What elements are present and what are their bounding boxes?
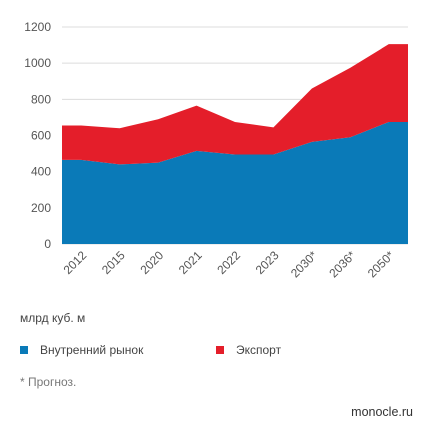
x-axis-ticks: 2012 2015 2020 2021 2022 2023 2030* 2036* 2050*: [61, 248, 398, 280]
x-tick-label: 2036*: [326, 248, 358, 280]
x-tick-label: 2022: [214, 248, 243, 277]
y-tick-label: 1000: [24, 56, 51, 70]
legend-swatch-export: [216, 346, 224, 354]
legend-swatch-domestic: [20, 346, 28, 354]
unit-label: млрд куб. м: [20, 311, 86, 325]
legend-label-domestic: Внутренний рынок: [40, 343, 144, 357]
areas: [62, 44, 408, 244]
y-tick-label: 0: [44, 237, 51, 251]
y-tick-label: 400: [31, 165, 51, 179]
x-tick-label: 2015: [99, 248, 128, 277]
legend-item-export: Экспорт: [216, 343, 281, 357]
forecast-note: * Прогноз.: [20, 375, 77, 389]
y-tick-label: 800: [31, 92, 51, 106]
source-label: monocle.ru: [351, 405, 413, 419]
legend-label-export: Экспорт: [236, 343, 282, 357]
area-series-domestic: [62, 121, 408, 244]
y-tick-label: 200: [31, 201, 51, 215]
x-tick-label: 2050*: [365, 248, 397, 280]
x-tick-label: 2023: [253, 248, 282, 277]
x-tick-label: 2020: [137, 248, 166, 277]
legend-item-domestic: Внутренний рынок: [20, 343, 143, 357]
x-tick-label: 2012: [61, 248, 90, 277]
y-tick-label: 600: [31, 129, 51, 143]
area-series-export: [62, 44, 408, 165]
y-axis-ticks: 0 200 400 600 800 1000 1200: [24, 20, 51, 251]
x-tick-label: 2021: [176, 248, 205, 277]
y-tick-label: 1200: [24, 20, 51, 34]
x-tick-label: 2030*: [288, 248, 320, 280]
